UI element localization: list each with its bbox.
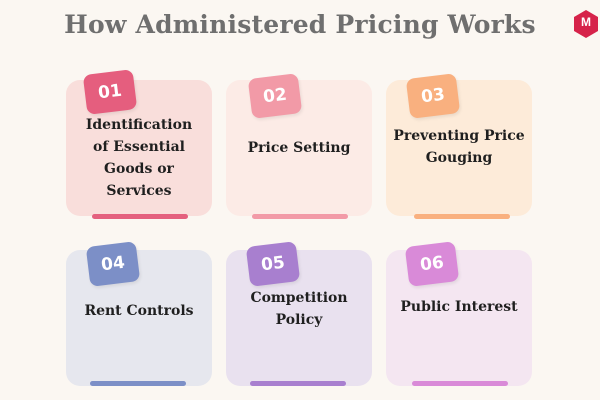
page-title: How Administered Pricing Works [64, 10, 536, 39]
step-accent-bar [412, 381, 508, 386]
step-number-badge: 06 [404, 241, 460, 287]
step-label: Identification of Essential Goods or Servic… [85, 117, 193, 199]
step-accent-bar [90, 381, 186, 386]
step-number-badge: 02 [247, 73, 303, 119]
step-number-badge: 05 [245, 241, 301, 287]
step-label: Competition Policy [250, 290, 348, 328]
step-accent-bar [414, 214, 510, 219]
step-number-badge: 01 [82, 69, 138, 115]
step-label: Price Setting [247, 140, 351, 156]
step-label: Preventing Price Gouging [393, 128, 525, 166]
step-accent-bar [250, 381, 346, 386]
step-number-badge: 03 [405, 73, 461, 119]
brand-logo: M [574, 10, 598, 38]
step-number-badge: 04 [85, 241, 141, 287]
step-label: Rent Controls [84, 303, 194, 319]
step-accent-bar [252, 214, 348, 219]
step-accent-bar [92, 214, 188, 219]
step-label: Public Interest [400, 299, 518, 315]
logo-letter: M [581, 15, 591, 29]
